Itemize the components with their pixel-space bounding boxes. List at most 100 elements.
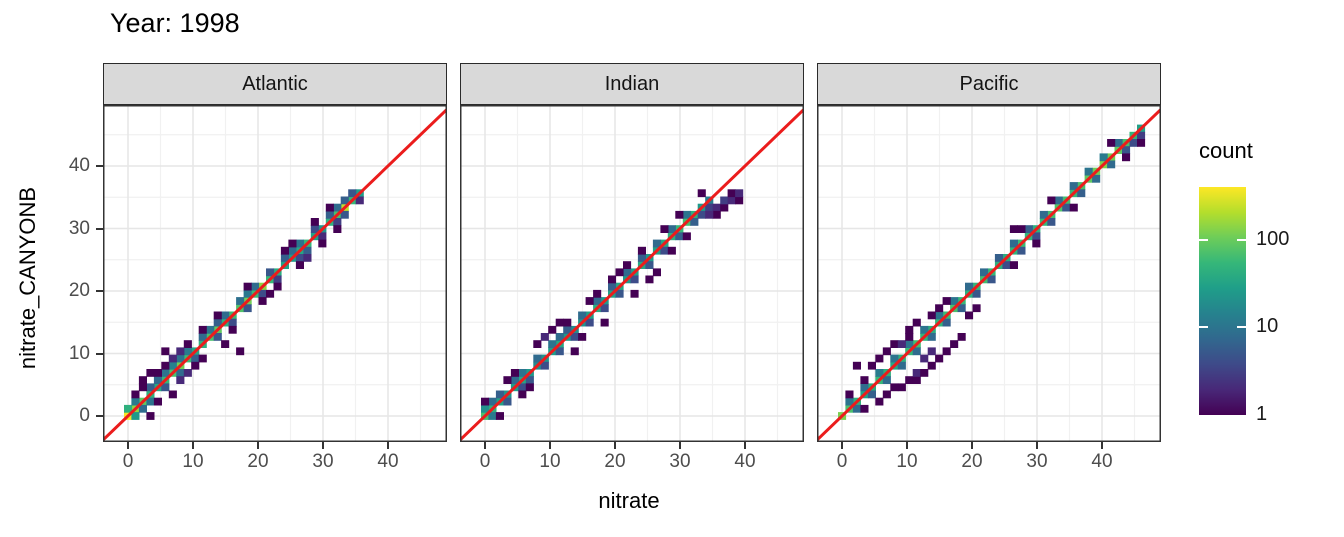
bin-tile [525,383,534,392]
bin-tile [518,369,527,377]
bin-tile [1107,139,1116,147]
bin-tile [890,383,899,392]
plot-area-pacific [817,105,1161,442]
bin-tile [667,225,676,233]
bin-tile [987,275,996,284]
bin-tile [1017,225,1026,233]
bin-tile [243,282,252,291]
bin-tile [1009,239,1018,248]
bin-tile [927,333,936,341]
bin-tile [1039,210,1048,219]
legend-tick-mark [1237,238,1246,241]
x-tick-label: 10 [896,451,918,472]
bin-tile [1054,196,1063,205]
bin-tile [221,311,230,320]
bin-tile [950,340,959,348]
bin-tile [593,289,602,298]
bin-tile [131,412,140,420]
bin-tile [942,318,951,327]
bin-tile [168,361,177,370]
bin-tile [735,189,744,198]
bin-tile [243,289,252,298]
bin-tile [340,196,349,205]
bin-tile [845,397,854,406]
bin-tile [295,261,304,269]
bin-tile [682,232,691,241]
bin-tile [540,333,549,341]
x-tick-label: 20 [604,451,626,472]
x-tick-mark [192,442,194,449]
bin-tile [652,268,661,277]
bin-tile [146,412,155,420]
legend-tick-mark [1199,326,1208,329]
bin-tile [563,318,572,327]
bin-tile [131,397,140,406]
bin-tile [198,325,207,334]
bin-tile [198,333,207,341]
bin-tile [712,203,721,212]
bin-tile [994,254,1003,262]
bin-tile [258,289,267,298]
bin-tile [720,203,729,212]
bin-tile [1092,174,1101,183]
bin-tile [318,232,327,241]
bin-tile [348,189,357,198]
x-tick-mark [679,442,681,449]
bin-tile [1084,167,1093,176]
bin-tile [860,404,869,413]
bin-tile [927,347,936,356]
bin-tile [495,390,504,399]
bin-tile [1047,218,1056,226]
bin-tile [1114,139,1123,147]
bin-tile [533,354,542,363]
y-tick-label: 0 [79,405,90,426]
bin-tile [905,325,914,334]
bin-tile [518,383,527,392]
bin-tile [176,369,185,377]
bin-tile [645,261,654,269]
bin-tile [593,297,602,305]
bin-tile [585,318,594,327]
bin-tile [965,311,974,320]
x-tick-label: 40 [734,451,756,472]
bin-tile [667,246,676,255]
facet-strip-atlantic: Atlantic [103,63,447,105]
bin-tile [146,397,155,406]
x-tick-mark [257,442,259,449]
bin-tile [1129,139,1138,147]
legend-colorbar [1199,187,1246,415]
bin-tile [867,361,876,370]
bin-tile [852,361,861,370]
bin-tile [905,376,914,384]
bin-tile [540,361,549,370]
bin-tile [488,412,497,420]
y-tick-label: 30 [68,217,90,239]
bin-tile [555,347,564,356]
legend-tick-mark [1199,238,1208,241]
bin-tile [333,225,342,233]
bin-tile [161,383,170,392]
bin-tile [206,325,215,334]
plot-title: Year: 1998 [110,8,240,38]
legend-tick-label: 10 [1256,315,1279,338]
bin-tile [660,246,669,255]
bin-tile [623,261,632,269]
bin-tile [1032,232,1041,241]
x-tick-label: 40 [377,451,399,472]
bin-tile [920,354,929,363]
x-tick-mark [1036,442,1038,449]
bin-tile [867,390,876,399]
x-tick-label: 30 [312,451,334,472]
legend-tick-mark [1237,326,1246,329]
bin-tile [153,376,162,384]
bin-tile [875,369,884,377]
bin-tile [481,404,490,413]
bin-tile [198,354,207,363]
bin-tile [630,275,639,284]
bin-tile [1032,239,1041,248]
bin-tile [860,383,869,392]
y-tick-label: 40 [68,155,90,176]
bin-tile [138,383,147,392]
x-axis-indian: 0 10 20 30 40 [460,442,804,486]
